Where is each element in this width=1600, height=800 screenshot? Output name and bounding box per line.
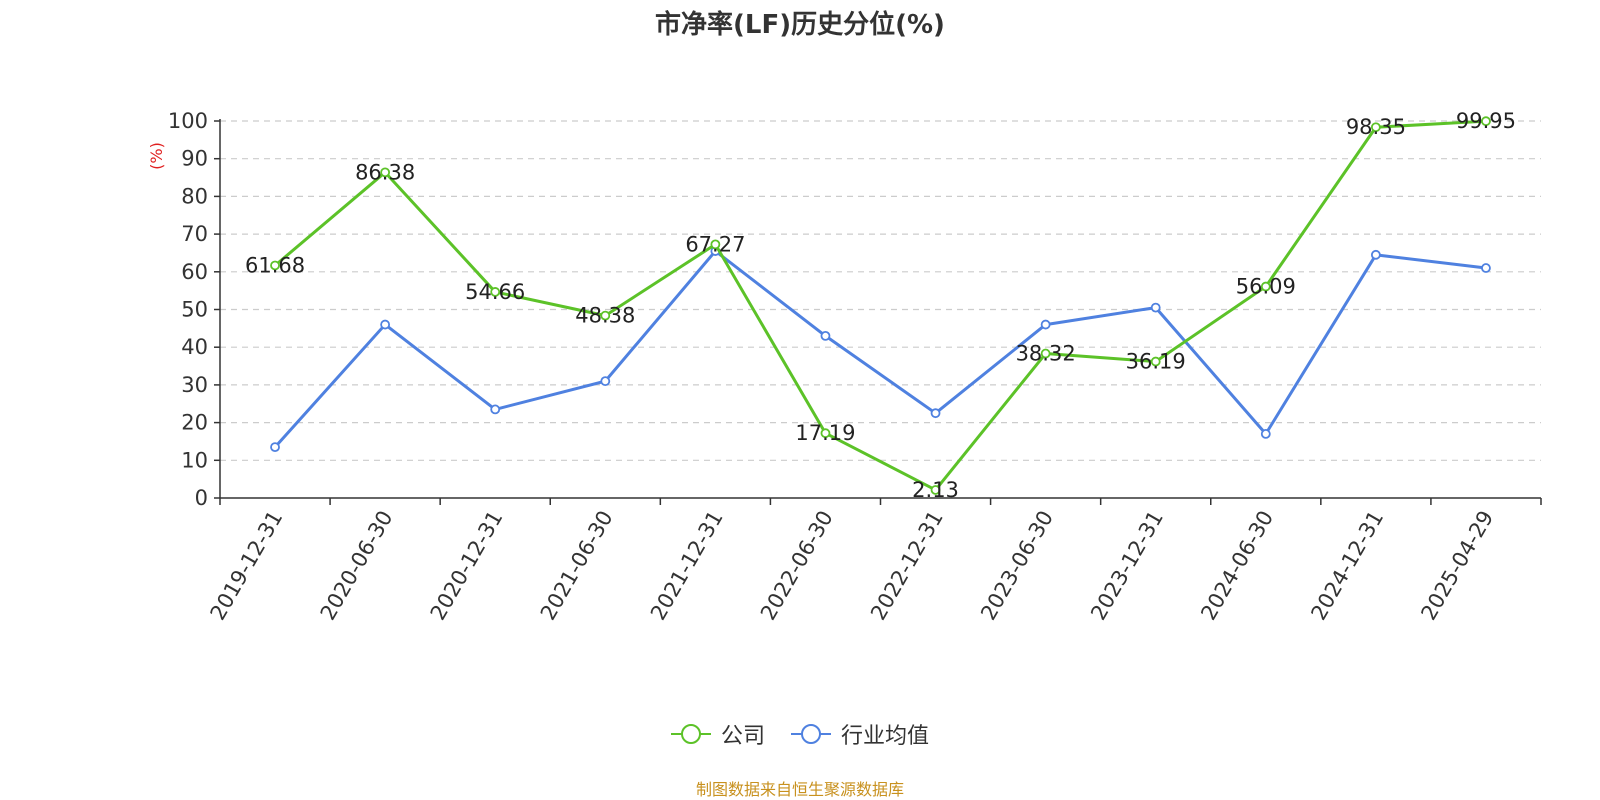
y-tick-label: 0 xyxy=(195,486,208,510)
data-point-0 xyxy=(1150,356,1161,367)
y-tick-label: 40 xyxy=(181,335,208,359)
data-point-1 xyxy=(1481,263,1491,273)
y-tick-label: 70 xyxy=(181,222,208,246)
data-label: 2.13 xyxy=(912,478,959,502)
data-label: 38.32 xyxy=(1016,342,1076,366)
data-label: 86.38 xyxy=(355,160,415,184)
y-tick-label: 30 xyxy=(181,373,208,397)
data-point-0 xyxy=(600,310,611,321)
data-point-1 xyxy=(380,319,391,330)
data-point-0 xyxy=(1481,116,1491,127)
series-line-0 xyxy=(274,119,1487,492)
data-label: 17.19 xyxy=(795,421,855,445)
data-label: 67.27 xyxy=(685,232,745,256)
data-point-1 xyxy=(1150,302,1161,313)
data-label: 98.35 xyxy=(1346,115,1406,139)
series-line-1 xyxy=(273,249,1487,449)
data-label: 56.09 xyxy=(1236,275,1296,299)
x-tick-label: 2025-04-29 xyxy=(1416,507,1498,625)
data-label: 99.95 xyxy=(1456,109,1516,133)
chart-title: 市净率(LF)历史分位(%) xyxy=(655,10,945,40)
data-point-0 xyxy=(1370,122,1381,133)
y-tick-label: 20 xyxy=(181,411,208,435)
legend-label-company: 公司 xyxy=(720,724,765,749)
data-source-footer: 制图数据来自恒生聚源数据库 xyxy=(695,780,904,799)
legend-marker-company xyxy=(670,724,711,744)
data-point-1 xyxy=(1370,249,1381,260)
data-label: 54.66 xyxy=(465,280,525,304)
legend: 公司 行业均值 xyxy=(0,718,1600,750)
x-tick-label: 2022-06-30 xyxy=(756,507,838,625)
y-tick-label: 100 xyxy=(168,109,208,133)
data-point-1 xyxy=(1040,319,1051,330)
data-point-0 xyxy=(490,287,501,297)
data-point-1 xyxy=(930,408,941,419)
line-chart: 0 10 20 30 40 50 60 70 80 90 100(%) 2019-12-31 2020-… xyxy=(147,109,1542,625)
legend-item-industry[interactable]: 行业均值 xyxy=(791,718,929,750)
data-point-0 xyxy=(1040,348,1051,359)
y-tick-label: 10 xyxy=(181,448,208,472)
x-tick-label: 2021-06-30 xyxy=(536,507,618,625)
x-tick-label: 2020-12-31 xyxy=(426,507,508,625)
legend-label-industry: 行业均值 xyxy=(841,724,930,749)
data-label: 36.19 xyxy=(1126,350,1186,374)
data-point-1 xyxy=(490,404,501,415)
data-label: 48.38 xyxy=(575,304,635,328)
y-tick-label: 50 xyxy=(181,298,208,322)
x-tick-label: 2022-12-31 xyxy=(866,507,948,625)
x-tick-label: 2023-12-31 xyxy=(1086,507,1168,625)
y-tick-label: 80 xyxy=(181,184,208,208)
data-point-1 xyxy=(820,330,831,341)
data-point-1 xyxy=(1260,429,1271,439)
data-point-0 xyxy=(930,485,941,495)
x-tick-label: 2024-12-31 xyxy=(1306,507,1388,625)
data-point-1 xyxy=(600,376,611,387)
x-tick-label: 2024-06-30 xyxy=(1196,507,1278,625)
y-axis-label: (%) xyxy=(147,142,166,170)
y-tick-label: 60 xyxy=(181,260,208,284)
data-point-1 xyxy=(270,442,280,453)
legend-marker-industry xyxy=(791,724,831,744)
x-tick-label: 2020-06-30 xyxy=(316,507,398,625)
data-point-0 xyxy=(1260,281,1271,292)
data-point-0 xyxy=(710,239,721,250)
x-tick-label: 2019-12-31 xyxy=(206,507,288,625)
data-point-0 xyxy=(820,428,831,439)
y-tick-label: 90 xyxy=(181,147,208,171)
data-point-0 xyxy=(270,260,280,271)
x-tick-label: 2021-12-31 xyxy=(646,507,728,625)
data-point-0 xyxy=(380,167,391,178)
x-tick-label: 2023-06-30 xyxy=(976,507,1058,625)
data-label: 61.68 xyxy=(245,253,305,277)
legend-item-company[interactable]: 公司 xyxy=(670,718,765,750)
